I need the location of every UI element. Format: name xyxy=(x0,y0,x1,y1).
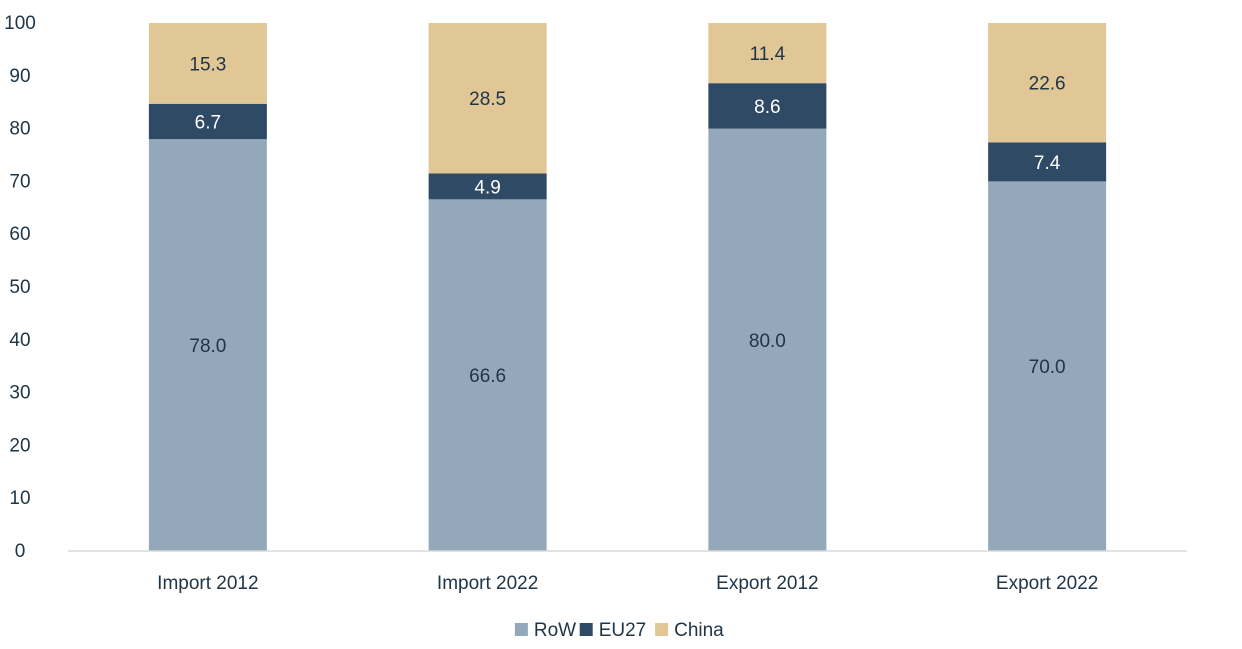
legend-label: RoW xyxy=(534,620,576,641)
data-label: 80.0 xyxy=(749,331,786,352)
bars-group: 78.0 6.7 15.3 66.6 4.9 28.5 80.0 8.6 11.4 70.0 7.4… xyxy=(148,23,1107,552)
data-label: 28.5 xyxy=(469,89,506,110)
y-tick-label: 90 xyxy=(9,66,30,87)
bar-segment-eu27 xyxy=(428,173,547,200)
legend-label: China xyxy=(674,620,724,641)
x-category-label: Import 2022 xyxy=(437,573,538,594)
legend-item-china: China xyxy=(655,620,724,641)
x-axis-category-labels: Import 2012 Import 2022 Export 2012 Export … xyxy=(157,573,1098,594)
data-label: 7.4 xyxy=(1034,153,1061,174)
x-category-label: Export 2012 xyxy=(716,573,818,594)
data-label: 4.9 xyxy=(474,177,500,198)
bar-segment-eu27 xyxy=(988,142,1107,182)
bar-segment-row xyxy=(148,139,267,551)
data-label: 8.6 xyxy=(754,97,780,118)
bar-segment-china xyxy=(708,23,827,84)
x-category-label: Import 2012 xyxy=(157,573,258,594)
y-tick-label: 100 xyxy=(4,13,36,34)
x-category-label: Export 2022 xyxy=(996,573,1098,594)
legend-label: EU27 xyxy=(599,620,647,641)
y-tick-label: 0 xyxy=(15,541,26,562)
legend-swatch xyxy=(655,623,669,636)
data-label: 78.0 xyxy=(189,336,226,357)
data-label: 6.7 xyxy=(195,112,221,133)
y-tick-label: 20 xyxy=(9,435,30,456)
y-tick-label: 60 xyxy=(9,224,30,245)
bar-segment-eu27 xyxy=(148,103,267,140)
bar-segment-row xyxy=(988,181,1107,551)
data-label: 11.4 xyxy=(750,44,786,65)
legend-swatch xyxy=(579,623,593,636)
bar-segment-china xyxy=(988,23,1107,143)
legend: RoW EU27 China xyxy=(514,620,724,641)
legend-swatch xyxy=(514,623,528,636)
data-label: 70.0 xyxy=(1029,357,1066,378)
y-tick-label: 70 xyxy=(9,171,30,192)
legend-item-eu27: EU27 xyxy=(579,620,647,641)
legend-item-row: RoW xyxy=(514,620,576,641)
data-label: 15.3 xyxy=(189,54,226,75)
bar-segment-china xyxy=(428,23,547,174)
y-tick-label: 30 xyxy=(9,383,30,404)
y-tick-label: 80 xyxy=(9,119,30,140)
y-axis-tick-labels: 0 10 20 30 40 50 60 70 80 90 100 xyxy=(4,13,36,562)
y-tick-label: 40 xyxy=(9,330,30,351)
y-tick-label: 50 xyxy=(9,277,30,298)
data-label: 66.6 xyxy=(469,366,506,387)
bar-segment-china xyxy=(148,23,267,104)
bar-segment-row xyxy=(428,199,547,552)
data-label: 22.6 xyxy=(1029,74,1066,95)
bar-segment-eu27 xyxy=(708,83,827,129)
y-tick-label: 10 xyxy=(9,488,30,509)
bar-segment-row xyxy=(708,128,827,551)
